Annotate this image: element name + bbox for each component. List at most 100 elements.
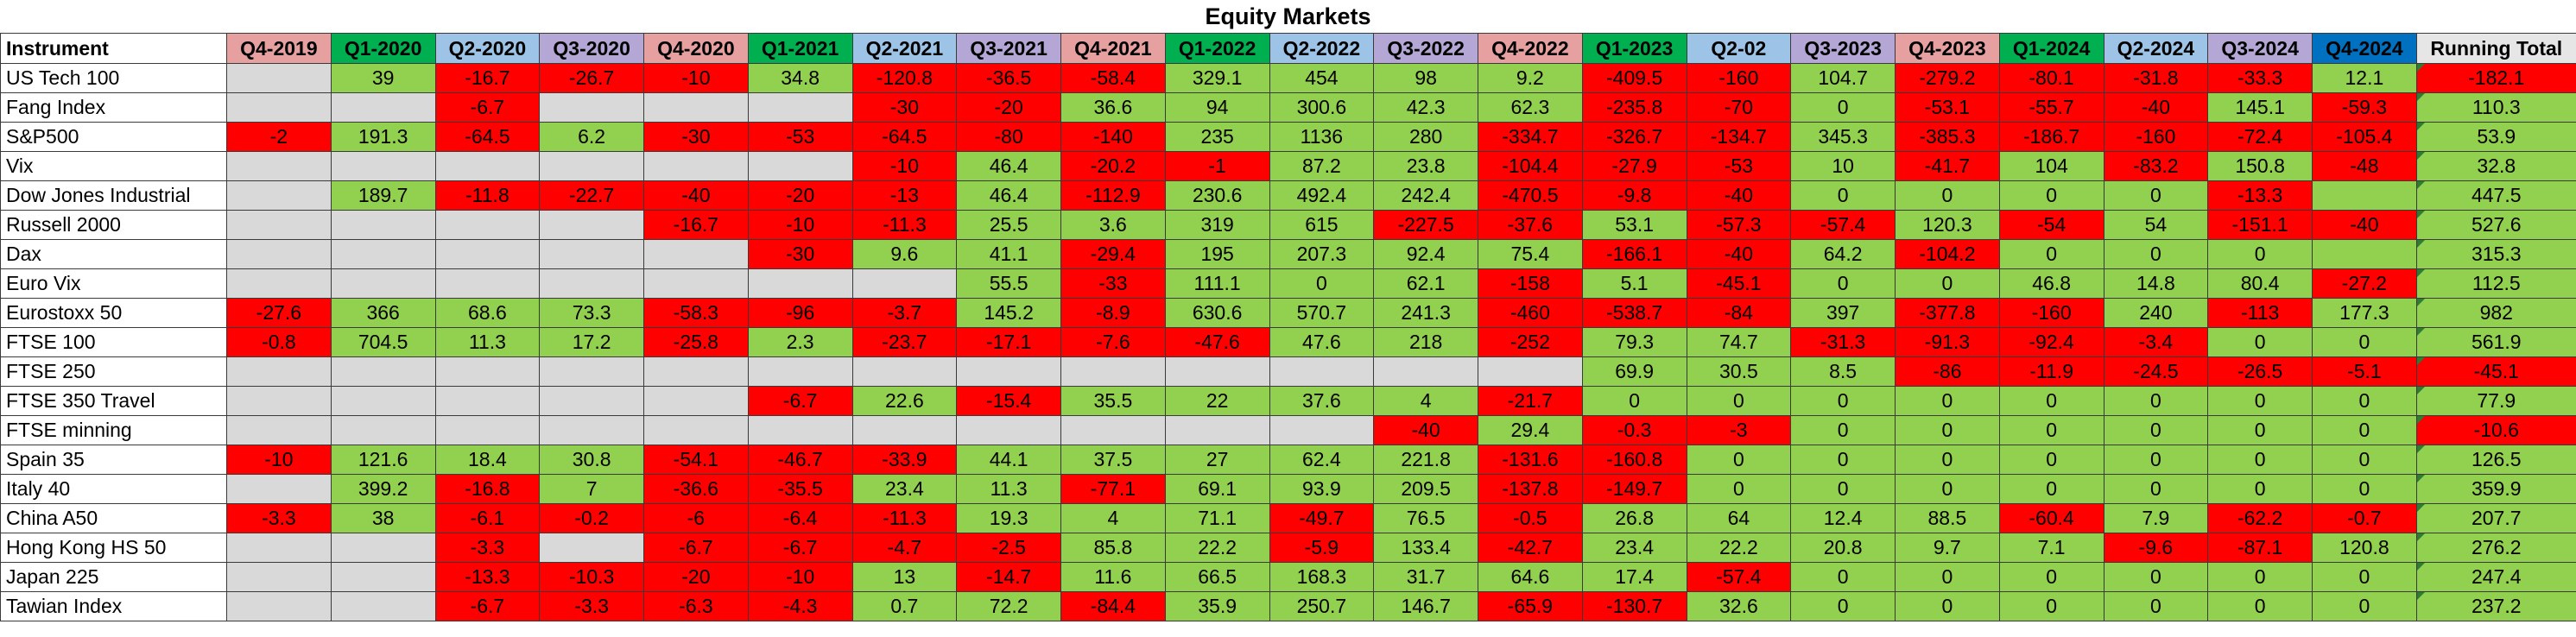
value-cell[interactable]: -55.7: [1998, 92, 2104, 123]
value-cell[interactable]: 64.6: [1478, 562, 1583, 592]
value-cell[interactable]: -538.7: [1581, 298, 1687, 328]
column-header[interactable]: Q2-2024: [2103, 33, 2209, 64]
value-cell[interactable]: [330, 562, 436, 592]
value-cell[interactable]: 69.9: [1581, 356, 1687, 387]
value-cell[interactable]: -54: [1998, 210, 2104, 240]
value-cell[interactable]: [643, 92, 749, 123]
value-cell[interactable]: 37.5: [1060, 445, 1166, 475]
value-cell[interactable]: 94: [1164, 92, 1270, 123]
value-cell[interactable]: 399.2: [330, 474, 436, 504]
value-cell[interactable]: [2312, 180, 2417, 211]
value-cell[interactable]: 0: [2312, 562, 2417, 592]
value-cell[interactable]: -2: [226, 122, 332, 152]
value-cell[interactable]: 22.2: [1164, 533, 1270, 563]
value-cell[interactable]: 8.5: [1790, 356, 1896, 387]
value-cell[interactable]: 0: [1895, 591, 2000, 621]
value-cell[interactable]: 92.4: [1373, 239, 1478, 269]
value-cell[interactable]: 2.3: [747, 327, 853, 357]
running-total-cell[interactable]: 110.3: [2415, 92, 2576, 123]
value-cell[interactable]: 69.1: [1164, 474, 1270, 504]
value-cell[interactable]: [330, 151, 436, 181]
value-cell[interactable]: [226, 386, 332, 416]
value-cell[interactable]: 0: [1895, 386, 2000, 416]
running-total-cell[interactable]: 561.9: [2415, 327, 2576, 357]
value-cell[interactable]: 0: [2312, 386, 2417, 416]
value-cell[interactable]: -84.4: [1060, 591, 1166, 621]
column-header[interactable]: Q1-2022: [1164, 33, 1270, 64]
value-cell[interactable]: -54.1: [643, 445, 749, 475]
value-cell[interactable]: 492.4: [1269, 180, 1375, 211]
value-cell[interactable]: 98: [1373, 63, 1478, 93]
value-cell[interactable]: 0: [1581, 386, 1687, 416]
value-cell[interactable]: -11.3: [851, 503, 958, 533]
value-cell[interactable]: 0: [1790, 415, 1896, 445]
instrument-name-cell[interactable]: Fang Index: [0, 92, 227, 123]
instrument-name-cell[interactable]: US Tech 100: [0, 63, 227, 93]
value-cell[interactable]: 195: [1164, 239, 1270, 269]
value-cell[interactable]: -40: [1373, 415, 1478, 445]
running-total-cell[interactable]: 359.9: [2415, 474, 2576, 504]
column-header[interactable]: Q4-2019: [226, 33, 332, 64]
running-total-cell[interactable]: -10.6: [2415, 415, 2576, 445]
value-cell[interactable]: [330, 239, 436, 269]
value-cell[interactable]: 0: [2207, 474, 2313, 504]
value-cell[interactable]: 9.6: [851, 239, 958, 269]
value-cell[interactable]: 20.8: [1790, 533, 1896, 563]
value-cell[interactable]: -47.6: [1164, 327, 1270, 357]
value-cell[interactable]: -30: [851, 92, 958, 123]
value-cell[interactable]: 168.3: [1269, 562, 1375, 592]
value-cell[interactable]: [956, 415, 1061, 445]
value-cell[interactable]: [330, 210, 436, 240]
value-cell[interactable]: -10: [226, 445, 332, 475]
instrument-name-cell[interactable]: FTSE 250: [0, 356, 227, 387]
value-cell[interactable]: 250.7: [1269, 591, 1375, 621]
value-cell[interactable]: 12.1: [2312, 63, 2417, 93]
value-cell[interactable]: -46.7: [747, 445, 853, 475]
value-cell[interactable]: 630.6: [1164, 298, 1270, 328]
value-cell[interactable]: 145.1: [2207, 92, 2313, 123]
value-cell[interactable]: 73.3: [539, 298, 644, 328]
value-cell[interactable]: 17.2: [539, 327, 644, 357]
column-header[interactable]: Q3-2023: [1790, 33, 1896, 64]
value-cell[interactable]: 0: [2103, 415, 2209, 445]
column-header[interactable]: Q3-2021: [956, 33, 1061, 64]
value-cell[interactable]: -64.5: [434, 122, 541, 152]
value-cell[interactable]: -23.7: [851, 327, 958, 357]
value-cell[interactable]: [226, 591, 332, 621]
value-cell[interactable]: 0: [2103, 445, 2209, 475]
value-cell[interactable]: -460: [1478, 298, 1583, 328]
value-cell[interactable]: 104.7: [1790, 63, 1896, 93]
value-cell[interactable]: -104.4: [1478, 151, 1583, 181]
value-cell[interactable]: -53.1: [1895, 92, 2000, 123]
value-cell[interactable]: -105.4: [2312, 122, 2417, 152]
value-cell[interactable]: 0: [1998, 474, 2104, 504]
value-cell[interactable]: -80.1: [1998, 63, 2104, 93]
value-cell[interactable]: -45.1: [1686, 268, 1792, 299]
value-cell[interactable]: [539, 415, 644, 445]
value-cell[interactable]: -1: [1164, 151, 1270, 181]
value-cell[interactable]: 0: [1998, 239, 2104, 269]
value-cell[interactable]: 22.2: [1686, 533, 1792, 563]
value-cell[interactable]: [226, 210, 332, 240]
value-cell[interactable]: -6: [643, 503, 749, 533]
running-total-cell[interactable]: 247.4: [2415, 562, 2576, 592]
value-cell[interactable]: 0: [2207, 239, 2313, 269]
value-cell[interactable]: [330, 386, 436, 416]
value-cell[interactable]: 207.3: [1269, 239, 1375, 269]
value-cell[interactable]: 0: [1790, 474, 1896, 504]
value-cell[interactable]: [539, 268, 644, 299]
value-cell[interactable]: [226, 474, 332, 504]
value-cell[interactable]: -16.8: [434, 474, 541, 504]
running-total-cell[interactable]: 237.2: [2415, 591, 2576, 621]
value-cell[interactable]: -334.7: [1478, 122, 1583, 152]
value-cell[interactable]: 145.2: [956, 298, 1061, 328]
value-cell[interactable]: 26.8: [1581, 503, 1687, 533]
value-cell[interactable]: 76.5: [1373, 503, 1478, 533]
value-cell[interactable]: -10: [747, 562, 853, 592]
value-cell[interactable]: [226, 180, 332, 211]
value-cell[interactable]: 4: [1060, 503, 1166, 533]
value-cell[interactable]: 221.8: [1373, 445, 1478, 475]
value-cell[interactable]: -227.5: [1373, 210, 1478, 240]
value-cell[interactable]: -131.6: [1478, 445, 1583, 475]
value-cell[interactable]: [434, 210, 541, 240]
